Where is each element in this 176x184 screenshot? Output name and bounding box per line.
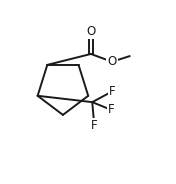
Text: F: F (108, 103, 115, 116)
Text: O: O (86, 25, 96, 38)
Text: F: F (109, 85, 115, 98)
Text: F: F (91, 119, 98, 132)
Text: O: O (107, 55, 117, 68)
